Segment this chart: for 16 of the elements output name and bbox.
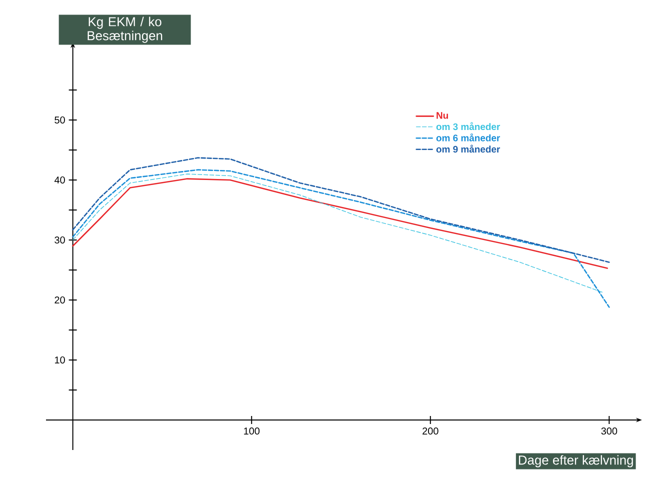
y-axis-title: Kg EKM / ko Besætningen <box>88 16 162 43</box>
line-series <box>72 157 610 263</box>
legend-label: om 9 måneder <box>436 144 500 153</box>
x-tick-label: 200 <box>422 428 438 435</box>
y-tick-label: 50 <box>54 116 65 124</box>
y-tick-label: 30 <box>54 236 65 244</box>
x-axis-title: Dage efter kælvning <box>518 455 633 468</box>
legend-label: Nu <box>436 112 448 119</box>
line-series <box>72 178 608 269</box>
y-tick-label: 40 <box>54 176 65 184</box>
legend-label: om 6 måneder <box>436 133 500 142</box>
y-tick-label: 20 <box>54 296 65 304</box>
y-tick-label: 10 <box>54 356 65 364</box>
x-tick-label: 100 <box>244 428 260 435</box>
x-tick-label: 300 <box>601 428 618 435</box>
legend-label: om 3 måneder <box>436 122 500 130</box>
